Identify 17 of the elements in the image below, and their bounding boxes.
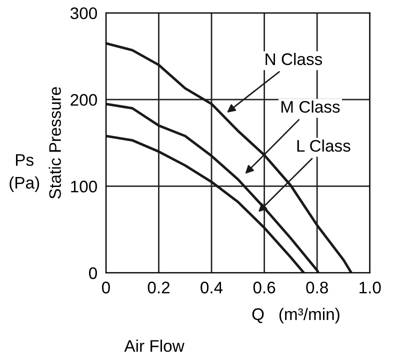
x-axis-title: Q (m³/min) (252, 308, 340, 324)
text: Ps (Pa) (10, 154, 40, 192)
x-tick-label: 1.0 (360, 282, 381, 294)
x-tick-label: 0.2 (148, 282, 170, 294)
text: Air Flow (124, 340, 184, 352)
x-tick-label: 0.6 (253, 282, 276, 294)
annotation: M Class (282, 100, 340, 113)
annotation: L Class (297, 140, 350, 152)
y-tick-label: 100 (71, 180, 97, 192)
y-tick-label: 0 (89, 267, 97, 280)
y-tick-label: 300 (70, 7, 97, 20)
annotation: N Class (266, 52, 322, 66)
y-axis-title: Static Pressure (48, 87, 61, 199)
x-tick-label: 0.8 (306, 282, 328, 294)
y-tick-label: 200 (70, 94, 97, 106)
x-tick-label: 0 (102, 282, 110, 294)
x-tick-label: 0.4 (200, 282, 223, 294)
